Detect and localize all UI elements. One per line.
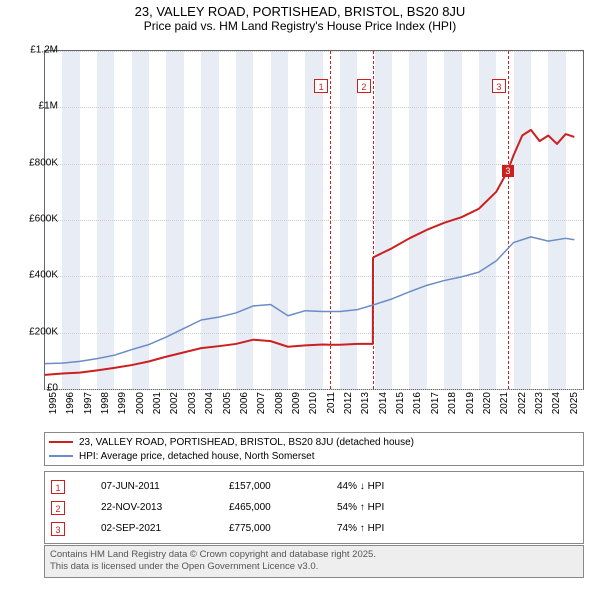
x-tick-label: 2020 xyxy=(482,392,493,422)
event-number-box: 3 xyxy=(492,79,506,93)
event-row-price: £775,000 xyxy=(229,523,329,534)
event-row-number: 2 xyxy=(51,501,65,515)
title-block: 23, VALLEY ROAD, PORTISHEAD, BRISTOL, BS… xyxy=(0,0,600,33)
x-tick-label: 2013 xyxy=(360,392,371,422)
y-tick-label: £600K xyxy=(18,214,58,225)
x-tick-label: 2022 xyxy=(517,392,528,422)
y-tick-label: £1M xyxy=(18,101,58,112)
x-tick-label: 2011 xyxy=(326,392,337,422)
x-tick-label: 2007 xyxy=(256,392,267,422)
x-tick-label: 2002 xyxy=(169,392,180,422)
legend-label: 23, VALLEY ROAD, PORTISHEAD, BRISTOL, BS… xyxy=(79,437,414,448)
legend-row: HPI: Average price, detached house, Nort… xyxy=(49,449,579,463)
x-tick-label: 1999 xyxy=(117,392,128,422)
x-tick-label: 2016 xyxy=(412,392,423,422)
event-row-price: £157,000 xyxy=(229,481,329,492)
event-number-box: 1 xyxy=(314,79,328,93)
events-table: 1 07-JUN-2011 £157,000 44% ↓ HPI 2 22-NOV-201… xyxy=(44,471,584,544)
chart-container: 23, VALLEY ROAD, PORTISHEAD, BRISTOL, BS… xyxy=(0,0,600,590)
x-tick-label: 2005 xyxy=(222,392,233,422)
x-tick-label: 2003 xyxy=(187,392,198,422)
event-row-pct: 54% ↑ HPI xyxy=(337,502,457,513)
legend-swatch xyxy=(49,455,73,457)
event-table-row: 1 07-JUN-2011 £157,000 44% ↓ HPI xyxy=(51,476,577,497)
x-tick-label: 2024 xyxy=(551,392,562,422)
event-point-marker: 3 xyxy=(502,165,514,177)
event-row-price: £465,000 xyxy=(229,502,329,513)
event-table-row: 2 22-NOV-2013 £465,000 54% ↑ HPI xyxy=(51,497,577,518)
x-tick-label: 2010 xyxy=(308,392,319,422)
y-tick-label: £800K xyxy=(18,157,58,168)
y-tick-label: £400K xyxy=(18,270,58,281)
x-tick-label: 2012 xyxy=(343,392,354,422)
x-tick-label: 1996 xyxy=(65,392,76,422)
event-row-number: 3 xyxy=(51,522,65,536)
x-tick-label: 2018 xyxy=(447,392,458,422)
x-tick-label: 1998 xyxy=(100,392,111,422)
event-row-number: 1 xyxy=(51,480,65,494)
event-row-date: 02-SEP-2021 xyxy=(101,523,221,534)
event-number-box: 2 xyxy=(357,79,371,93)
footer-line1: Contains HM Land Registry data © Crown c… xyxy=(50,549,578,561)
x-tick-label: 2009 xyxy=(291,392,302,422)
x-tick-label: 2015 xyxy=(395,392,406,422)
x-tick-label: 2014 xyxy=(378,392,389,422)
attribution-footer: Contains HM Land Registry data © Crown c… xyxy=(44,545,584,578)
title-subtitle: Price paid vs. HM Land Registry's House … xyxy=(0,19,600,33)
title-address: 23, VALLEY ROAD, PORTISHEAD, BRISTOL, BS… xyxy=(0,4,600,19)
legend-row: 23, VALLEY ROAD, PORTISHEAD, BRISTOL, BS… xyxy=(49,435,579,449)
legend: 23, VALLEY ROAD, PORTISHEAD, BRISTOL, BS… xyxy=(44,432,584,466)
x-tick-label: 1997 xyxy=(83,392,94,422)
line-plot-svg xyxy=(45,51,583,389)
legend-label: HPI: Average price, detached house, Nort… xyxy=(79,451,315,462)
event-row-date: 22-NOV-2013 xyxy=(101,502,221,513)
x-tick-label: 2004 xyxy=(204,392,215,422)
x-tick-label: 2019 xyxy=(465,392,476,422)
x-tick-label: 2021 xyxy=(499,392,510,422)
footer-line2: This data is licensed under the Open Gov… xyxy=(50,561,578,573)
x-tick-label: 2008 xyxy=(274,392,285,422)
event-table-row: 3 02-SEP-2021 £775,000 74% ↑ HPI xyxy=(51,518,577,539)
x-tick-label: 1995 xyxy=(48,392,59,422)
legend-swatch xyxy=(49,441,73,443)
x-tick-label: 2025 xyxy=(569,392,580,422)
x-tick-label: 2000 xyxy=(135,392,146,422)
event-row-date: 07-JUN-2011 xyxy=(101,481,221,492)
x-tick-label: 2001 xyxy=(152,392,163,422)
y-tick-label: £200K xyxy=(18,326,58,337)
plot-area: 1 2 3 3 xyxy=(44,50,584,390)
y-tick-label: £1.2M xyxy=(18,45,58,56)
x-tick-label: 2006 xyxy=(239,392,250,422)
event-row-pct: 74% ↑ HPI xyxy=(337,523,457,534)
x-tick-label: 2017 xyxy=(430,392,441,422)
series-price_paid xyxy=(45,130,574,375)
x-tick-label: 2023 xyxy=(534,392,545,422)
event-row-pct: 44% ↓ HPI xyxy=(337,481,457,492)
